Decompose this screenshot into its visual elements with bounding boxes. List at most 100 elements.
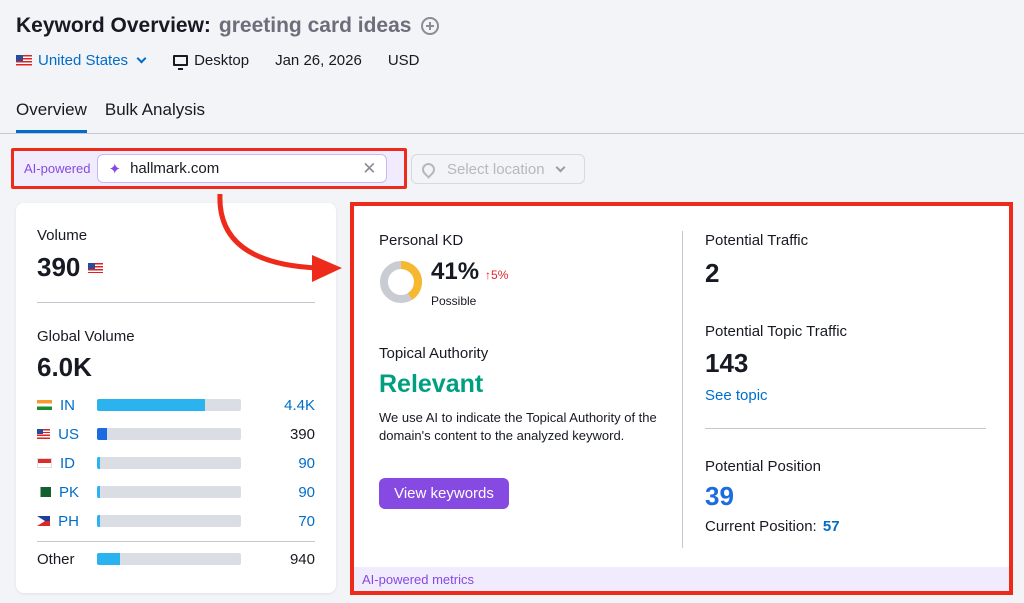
volume-bar bbox=[97, 515, 241, 527]
kd-rating: Possible bbox=[431, 294, 477, 308]
india-flag-icon bbox=[37, 400, 52, 410]
volume-value: 390 bbox=[37, 252, 81, 282]
country-code: ID bbox=[37, 455, 79, 472]
volume-bar-fill bbox=[97, 428, 108, 440]
currency-label[interactable]: USD bbox=[387, 52, 420, 69]
us-flag-icon bbox=[88, 262, 104, 273]
chevron-down-icon bbox=[136, 53, 147, 64]
volume-bar bbox=[97, 486, 241, 498]
kd-value-row: 41% ↑5% bbox=[431, 258, 508, 286]
other-label: Other bbox=[37, 550, 75, 568]
pakistan-flag-icon bbox=[37, 487, 51, 497]
global-volume-label: Global Volume bbox=[37, 328, 135, 345]
page-header: Keyword Overview: greeting card ideas bbox=[16, 14, 440, 38]
kd-donut bbox=[380, 261, 422, 303]
volume-bar bbox=[97, 457, 241, 469]
topical-authority-value: Relevant bbox=[379, 370, 484, 398]
volume-bar-fill bbox=[97, 486, 100, 498]
topical-authority-description: We use AI to indicate the Topical Author… bbox=[379, 410, 657, 443]
personal-kd-label: Personal KD bbox=[379, 232, 464, 249]
country-row-us: US 390 bbox=[37, 424, 315, 444]
location-select[interactable]: Select location bbox=[411, 154, 585, 184]
country-code-text: PH bbox=[58, 512, 79, 530]
potential-traffic-label: Potential Traffic bbox=[705, 232, 809, 249]
volume-bar-fill bbox=[97, 515, 100, 527]
see-topic-link[interactable]: See topic bbox=[705, 387, 768, 404]
add-icon[interactable] bbox=[421, 17, 440, 35]
country-volume[interactable]: 90 bbox=[298, 454, 315, 472]
clear-icon[interactable]: ✕ bbox=[362, 158, 377, 178]
current-position-value[interactable]: 57 bbox=[822, 518, 840, 535]
potential-topic-traffic-value: 143 bbox=[705, 348, 749, 378]
country-row-other: Other 940 bbox=[37, 549, 315, 569]
country-row-in[interactable]: IN 4.4K bbox=[37, 395, 315, 415]
volume-card: Volume 390 Global Volume 6.0K IN 4.4K US… bbox=[16, 203, 336, 593]
volume-bar bbox=[97, 428, 241, 440]
chevron-down-icon bbox=[555, 162, 566, 172]
other-volume: 940 bbox=[289, 550, 315, 568]
country-row-id[interactable]: ID 90 bbox=[37, 453, 315, 473]
device-label: Desktop bbox=[194, 52, 250, 69]
ai-domain-box: AI-powered ✦ hallmark.com ✕ bbox=[11, 148, 407, 189]
potential-traffic-value: 2 bbox=[705, 258, 720, 288]
country-code: IN bbox=[37, 397, 79, 414]
us-flag-icon bbox=[16, 55, 32, 66]
country-code-text: ID bbox=[60, 454, 75, 472]
topical-authority-label: Topical Authority bbox=[379, 345, 489, 362]
us-flag-icon bbox=[37, 429, 51, 439]
sparkle-icon: ✦ bbox=[108, 160, 122, 178]
date-label[interactable]: Jan 26, 2026 bbox=[275, 52, 362, 69]
other-divider bbox=[37, 541, 315, 542]
kd-delta: ↑5% bbox=[485, 268, 509, 282]
current-position-label: Current Position: bbox=[705, 518, 817, 535]
volume-value-row: 390 bbox=[37, 252, 109, 283]
page-title: Keyword Overview: bbox=[16, 14, 211, 37]
global-volume-value: 6.0K bbox=[37, 352, 92, 382]
kd-value: 41% bbox=[431, 258, 480, 285]
volume-bar-fill bbox=[97, 553, 121, 565]
view-keywords-button[interactable]: View keywords bbox=[379, 478, 509, 509]
philippines-flag-icon bbox=[37, 516, 51, 526]
country-code: US bbox=[37, 426, 79, 443]
volume-bar bbox=[97, 553, 241, 565]
ai-metrics-box: Personal KD 41% ↑5% Possible Topical Aut… bbox=[350, 202, 1013, 595]
domain-value: hallmark.com bbox=[130, 160, 220, 177]
domain-input[interactable]: ✦ hallmark.com ✕ bbox=[97, 154, 388, 183]
volume-bar-fill bbox=[97, 399, 205, 411]
kd-donut-fill bbox=[380, 261, 422, 303]
potential-position-label: Potential Position bbox=[705, 458, 821, 475]
volume-divider bbox=[37, 302, 315, 303]
tab-bulk-analysis[interactable]: Bulk Analysis bbox=[104, 100, 206, 119]
country-dropdown[interactable]: United States bbox=[16, 52, 147, 69]
tab-overview[interactable]: Overview bbox=[16, 100, 87, 133]
country-volume: 390 bbox=[289, 425, 315, 443]
potential-topic-traffic-label: Potential Topic Traffic bbox=[705, 323, 848, 340]
country-row-ph[interactable]: PH 70 bbox=[37, 511, 315, 531]
location-pin-icon bbox=[419, 159, 438, 179]
country-code: PH bbox=[37, 513, 79, 530]
country-label: United States bbox=[38, 52, 129, 69]
tabs-divider bbox=[0, 133, 1024, 134]
metrics-divider bbox=[682, 231, 683, 548]
keyword-title: greeting card ideas bbox=[218, 14, 412, 37]
volume-bar bbox=[97, 399, 241, 411]
country-code-text: PK bbox=[58, 483, 79, 501]
desktop-icon bbox=[173, 55, 189, 70]
country-volume[interactable]: 4.4K bbox=[284, 396, 315, 414]
position-divider bbox=[705, 428, 986, 429]
device-selector[interactable]: Desktop bbox=[173, 52, 250, 70]
country-code: PK bbox=[37, 484, 79, 501]
tab-bar: Overview Bulk Analysis bbox=[16, 100, 205, 133]
ai-powered-label: AI-powered bbox=[24, 161, 91, 176]
ai-metrics-footer: AI-powered metrics bbox=[354, 567, 1009, 591]
country-volume[interactable]: 90 bbox=[298, 483, 315, 501]
country-volume[interactable]: 70 bbox=[298, 512, 315, 530]
database-meta: United States Desktop Jan 26, 2026 USD bbox=[16, 52, 420, 70]
location-placeholder: Select location bbox=[447, 160, 545, 178]
current-position-row: Current Position: 57 bbox=[705, 518, 840, 535]
country-code-text: IN bbox=[60, 396, 75, 414]
country-code-text: US bbox=[58, 425, 79, 443]
country-row-pk[interactable]: PK 90 bbox=[37, 482, 315, 502]
indonesia-flag-icon bbox=[37, 458, 52, 468]
potential-position-value: 39 bbox=[705, 481, 734, 511]
